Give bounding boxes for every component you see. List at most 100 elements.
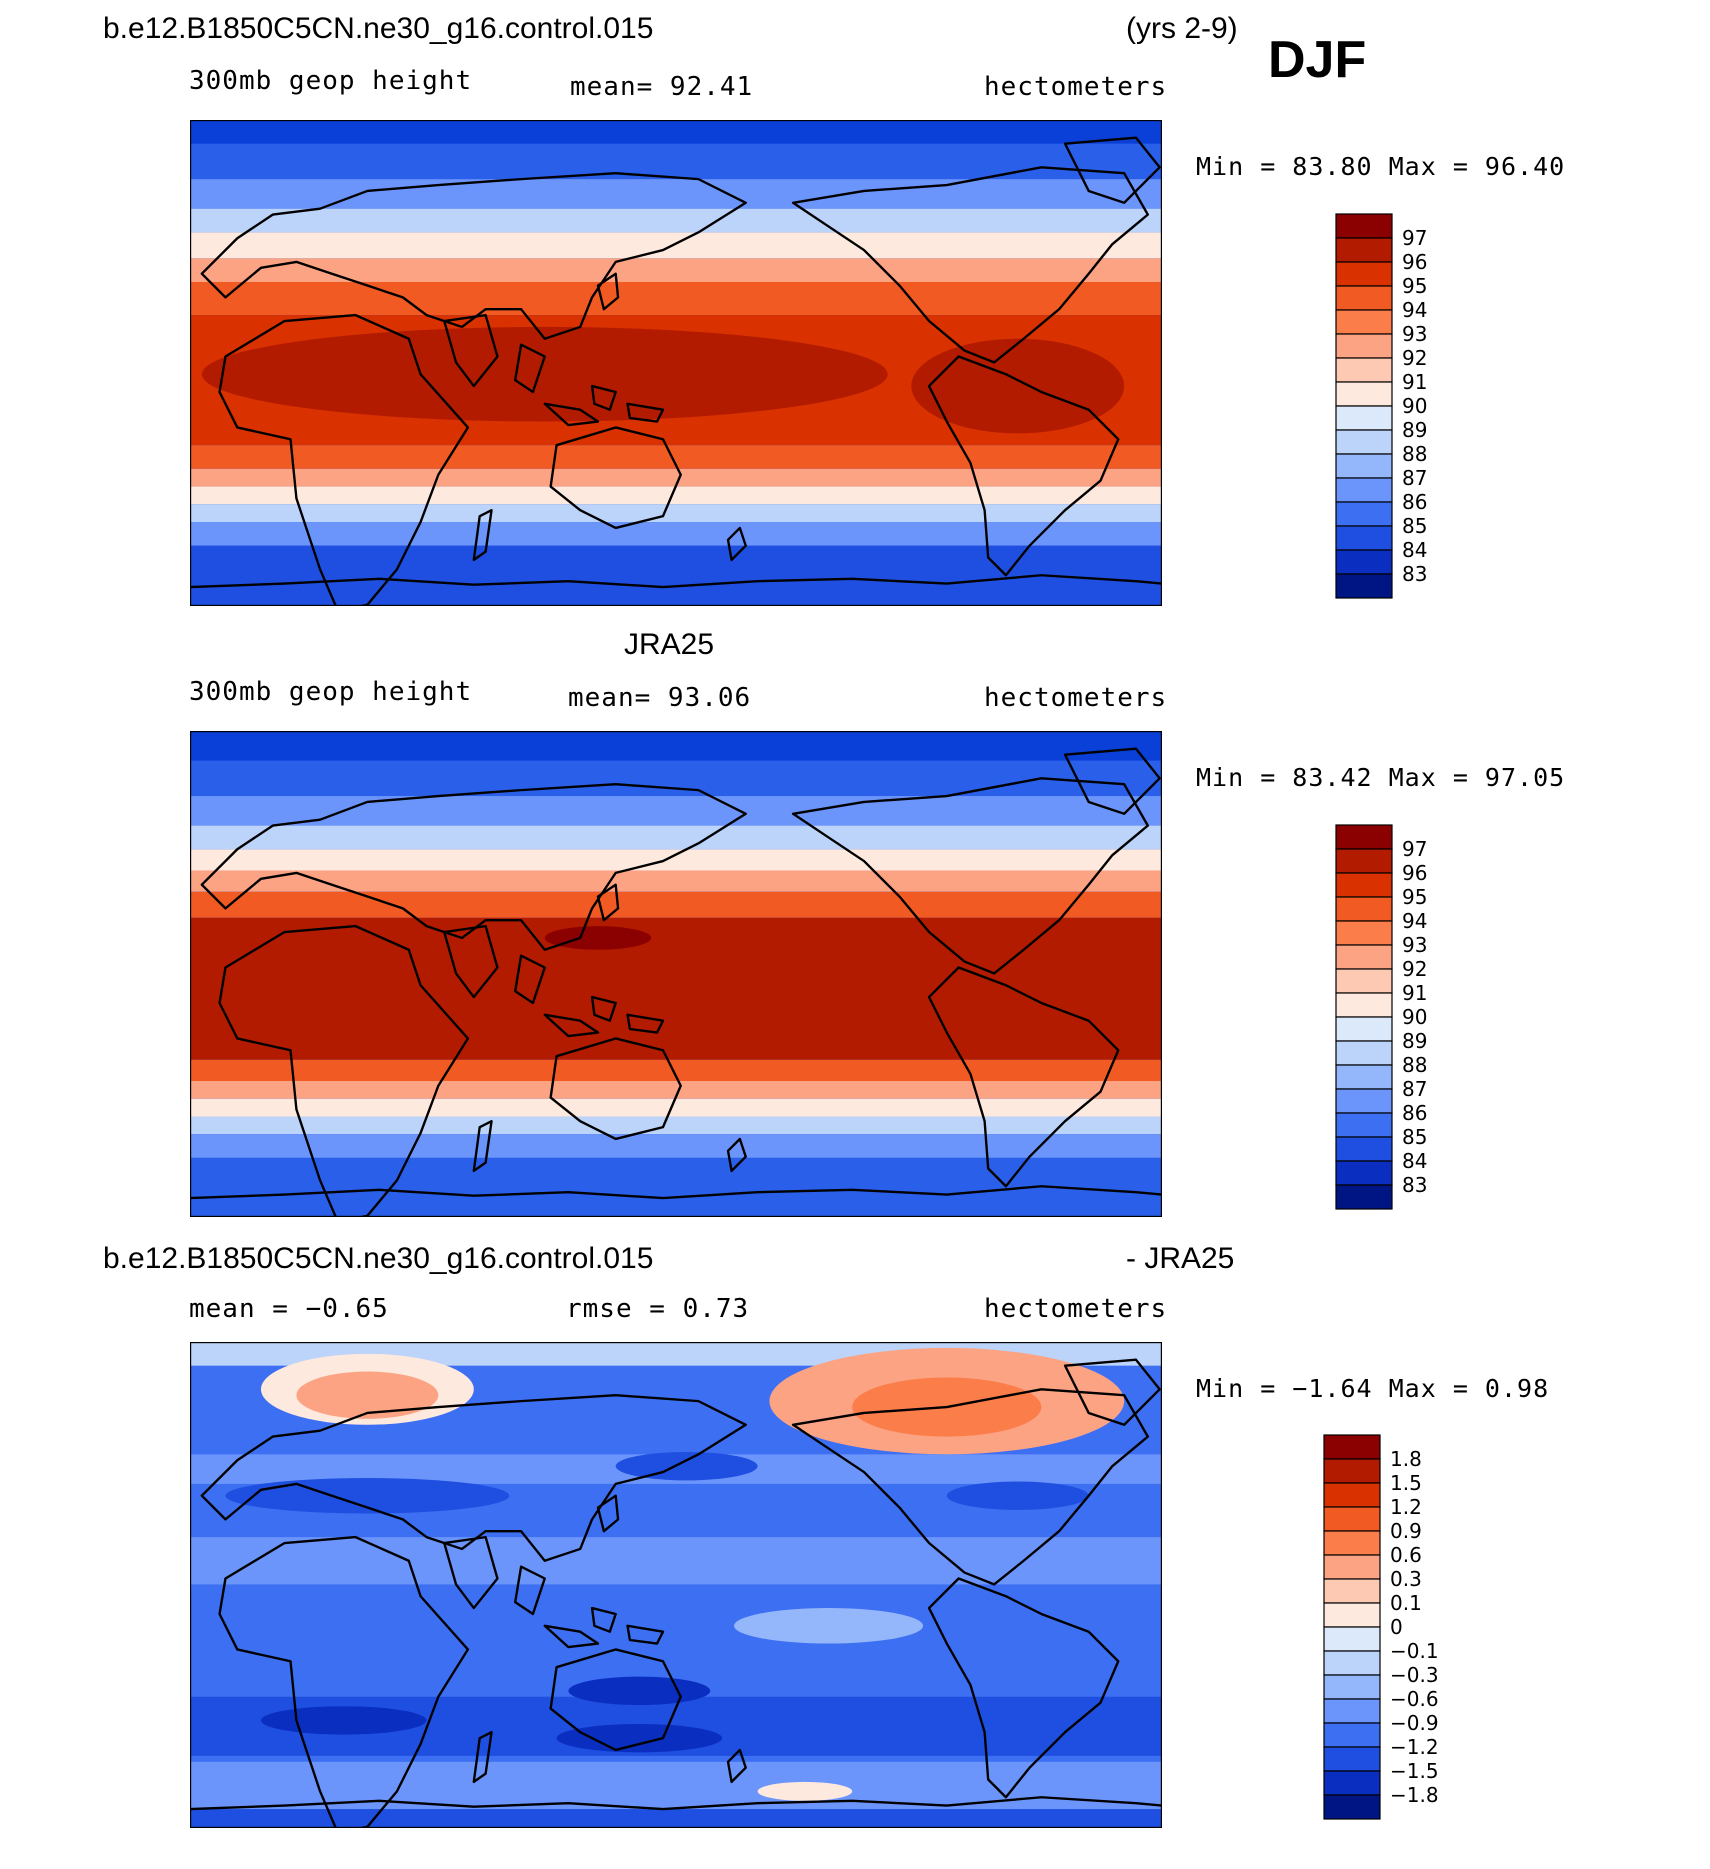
colorbar-label: 95: [1402, 885, 1427, 909]
panel1-minmax: Min = 83.80 Max = 96.40: [1196, 152, 1566, 181]
colorbar-label: 84: [1402, 538, 1427, 562]
colorbar-label: 96: [1402, 861, 1427, 885]
colorbar-label: 0.1: [1390, 1591, 1422, 1615]
colorbar-label: 1.8: [1390, 1447, 1422, 1471]
colorbar-swatch: [1335, 525, 1393, 551]
panel2-minmax: Min = 83.42 Max = 97.05: [1196, 763, 1566, 792]
colorbar-swatch: [1335, 896, 1393, 922]
panel2-variable: 300mb geop height: [189, 677, 473, 707]
colorbar-label: 97: [1402, 837, 1427, 861]
colorbar-swatch: [1323, 1434, 1381, 1460]
colorbar-swatch: [1335, 920, 1393, 946]
map-panel2: [190, 731, 1162, 1217]
colorbar-swatch: [1335, 1016, 1393, 1042]
colorbar-label: 92: [1402, 957, 1427, 981]
colorbar-label: 0.9: [1390, 1519, 1422, 1543]
colorbar-swatch: [1335, 501, 1393, 527]
colorbar-label: 0.3: [1390, 1567, 1422, 1591]
colorbar-swatch: [1335, 405, 1393, 431]
panel3-units: hectometers: [984, 1294, 1168, 1324]
colorbar-swatch: [1335, 453, 1393, 479]
colorbar-swatch: [1323, 1722, 1381, 1748]
panel3-minmax: Min = −1.64 Max = 0.98: [1196, 1374, 1550, 1403]
colorbar-label: 83: [1402, 562, 1427, 586]
panel3-title-left: b.e12.B1850C5CN.ne30_g16.control.015: [103, 1242, 654, 1275]
case-title: b.e12.B1850C5CN.ne30_g16.control.015: [103, 12, 654, 45]
colorbar-swatch: [1335, 968, 1393, 994]
panel3-rmse: rmse = 0.73: [566, 1294, 750, 1324]
colorbar-swatch: [1335, 261, 1393, 287]
colorbar-label: 92: [1402, 346, 1427, 370]
colorbar-swatch: [1335, 357, 1393, 383]
colorbar-label: 1.2: [1390, 1495, 1422, 1519]
panel2-title: JRA25: [624, 628, 715, 661]
colorbar-swatch: [1335, 992, 1393, 1018]
colorbar-swatch: [1323, 1650, 1381, 1676]
colorbar-label: 91: [1402, 370, 1427, 394]
colorbar-label: 88: [1402, 442, 1427, 466]
panel2-mean: mean= 93.06: [568, 683, 752, 713]
colorbar-panel3: 1.81.51.20.90.60.30.10−0.1−0.3−0.6−0.9−1…: [1323, 1434, 1439, 1820]
colorbar-label: 85: [1402, 514, 1427, 538]
colorbar-swatch: [1335, 573, 1393, 599]
colorbar-label: 93: [1402, 933, 1427, 957]
colorbar-label: 90: [1402, 394, 1427, 418]
map-panel3: [190, 1342, 1162, 1828]
colorbar-swatch: [1323, 1746, 1381, 1772]
colorbar-swatch: [1323, 1698, 1381, 1724]
panel3-mean: mean = −0.65: [189, 1294, 389, 1324]
colorbar-swatch: [1323, 1674, 1381, 1700]
panel1-mean: mean= 92.41: [570, 72, 754, 102]
colorbar-swatch: [1335, 237, 1393, 263]
colorbar-swatch: [1323, 1626, 1381, 1652]
colorbar-swatch: [1335, 1064, 1393, 1090]
colorbar-label: 86: [1402, 1101, 1427, 1125]
colorbar-label: 0: [1390, 1615, 1403, 1639]
season-label: DJF: [1268, 31, 1367, 89]
colorbar-swatch: [1335, 1112, 1393, 1138]
colorbar-label: −1.2: [1390, 1735, 1439, 1759]
colorbar-swatch: [1335, 1160, 1393, 1186]
colorbar-label: 0.6: [1390, 1543, 1422, 1567]
colorbar-label: 1.5: [1390, 1471, 1422, 1495]
colorbar-swatch: [1335, 1136, 1393, 1162]
colorbar-label: 90: [1402, 1005, 1427, 1029]
colorbar-label: −0.6: [1390, 1687, 1439, 1711]
colorbar-label: −0.3: [1390, 1663, 1439, 1687]
colorbar-label: −0.1: [1390, 1639, 1439, 1663]
colorbar-swatch: [1335, 1040, 1393, 1066]
colorbar-swatch: [1335, 285, 1393, 311]
colorbar-label: 93: [1402, 322, 1427, 346]
colorbar-swatch: [1335, 848, 1393, 874]
panel1-units: hectometers: [984, 72, 1168, 102]
colorbar-label: 87: [1402, 466, 1427, 490]
colorbar-label: 84: [1402, 1149, 1427, 1173]
colorbar-label: −1.5: [1390, 1759, 1439, 1783]
years-label: (yrs 2-9): [1126, 12, 1238, 45]
colorbar-swatch: [1323, 1554, 1381, 1580]
colorbar-swatch: [1323, 1770, 1381, 1796]
colorbar-swatch: [1335, 872, 1393, 898]
colorbar-swatch: [1335, 477, 1393, 503]
colorbar-swatch: [1323, 1578, 1381, 1604]
colorbar-swatch: [1323, 1458, 1381, 1484]
colorbar-swatch: [1323, 1530, 1381, 1556]
colorbar-swatch: [1335, 1184, 1393, 1210]
colorbar-swatch: [1335, 309, 1393, 335]
colorbar-label: 88: [1402, 1053, 1427, 1077]
map-panel1: [190, 120, 1162, 606]
colorbar-label: −1.8: [1390, 1783, 1439, 1807]
colorbar-label: 91: [1402, 981, 1427, 1005]
colorbar-label: 95: [1402, 274, 1427, 298]
colorbar-swatch: [1335, 381, 1393, 407]
colorbar-swatch: [1335, 944, 1393, 970]
colorbar-swatch: [1335, 549, 1393, 575]
colorbar-swatch: [1335, 824, 1393, 850]
colorbar-swatch: [1323, 1794, 1381, 1820]
colorbar-label: 87: [1402, 1077, 1427, 1101]
colorbar-label: 89: [1402, 1029, 1427, 1053]
panel2-units: hectometers: [984, 683, 1168, 713]
colorbar-label: 86: [1402, 490, 1427, 514]
